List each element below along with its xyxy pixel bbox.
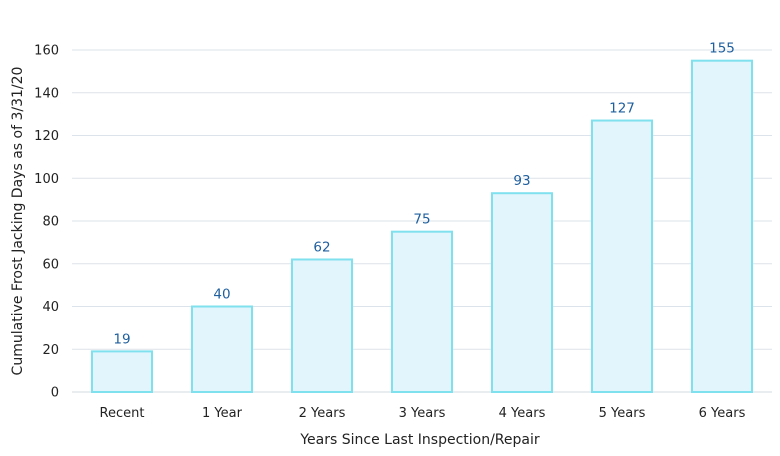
bar (91, 350, 153, 394)
data-label: 40 (213, 287, 230, 303)
y-tick-label: 120 (34, 129, 59, 144)
y-tick-label: 140 (34, 86, 59, 101)
x-tick-label: 6 Years (699, 406, 746, 421)
gridlines (72, 49, 772, 393)
data-label: 93 (513, 173, 530, 189)
y-tick-label: 160 (34, 44, 59, 59)
x-tick-label: 3 Years (399, 406, 446, 421)
bar (591, 119, 653, 393)
y-tick-label: 100 (34, 172, 59, 187)
data-label: 19 (113, 331, 130, 347)
data-label: 127 (609, 101, 635, 117)
bar (691, 59, 753, 393)
data-label: 75 (413, 212, 430, 228)
y-tick-label: 80 (42, 215, 59, 230)
x-tick-label: 2 Years (299, 406, 346, 421)
x-tick-label: 4 Years (499, 406, 546, 421)
bar (391, 230, 453, 393)
x-axis-ticks: Recent 1 Year 2 Years 3 Years 4 Years 5 Years… (100, 406, 746, 421)
y-axis-title: Cumulative Frost Jacking Days as of 3/31… (10, 67, 26, 376)
y-axis-ticks: 0 20 40 60 80 100 120 140 160 (34, 44, 59, 401)
bars (91, 59, 753, 394)
x-axis-title: Years Since Last Inspection/Repair (299, 432, 540, 448)
y-tick-label: 20 (42, 343, 59, 358)
bar (291, 258, 353, 393)
bar (491, 192, 553, 393)
bar (191, 305, 253, 393)
y-tick-label: 40 (42, 300, 59, 315)
y-tick-label: 60 (42, 257, 59, 272)
x-tick-label: Recent (100, 406, 145, 421)
data-labels: 19 40 62 75 93 127 155 (113, 41, 734, 348)
data-label: 155 (709, 41, 735, 57)
y-tick-label: 0 (51, 386, 59, 401)
x-tick-label: 5 Years (599, 406, 646, 421)
x-tick-label: 1 Year (202, 406, 243, 421)
data-label: 62 (313, 239, 330, 255)
